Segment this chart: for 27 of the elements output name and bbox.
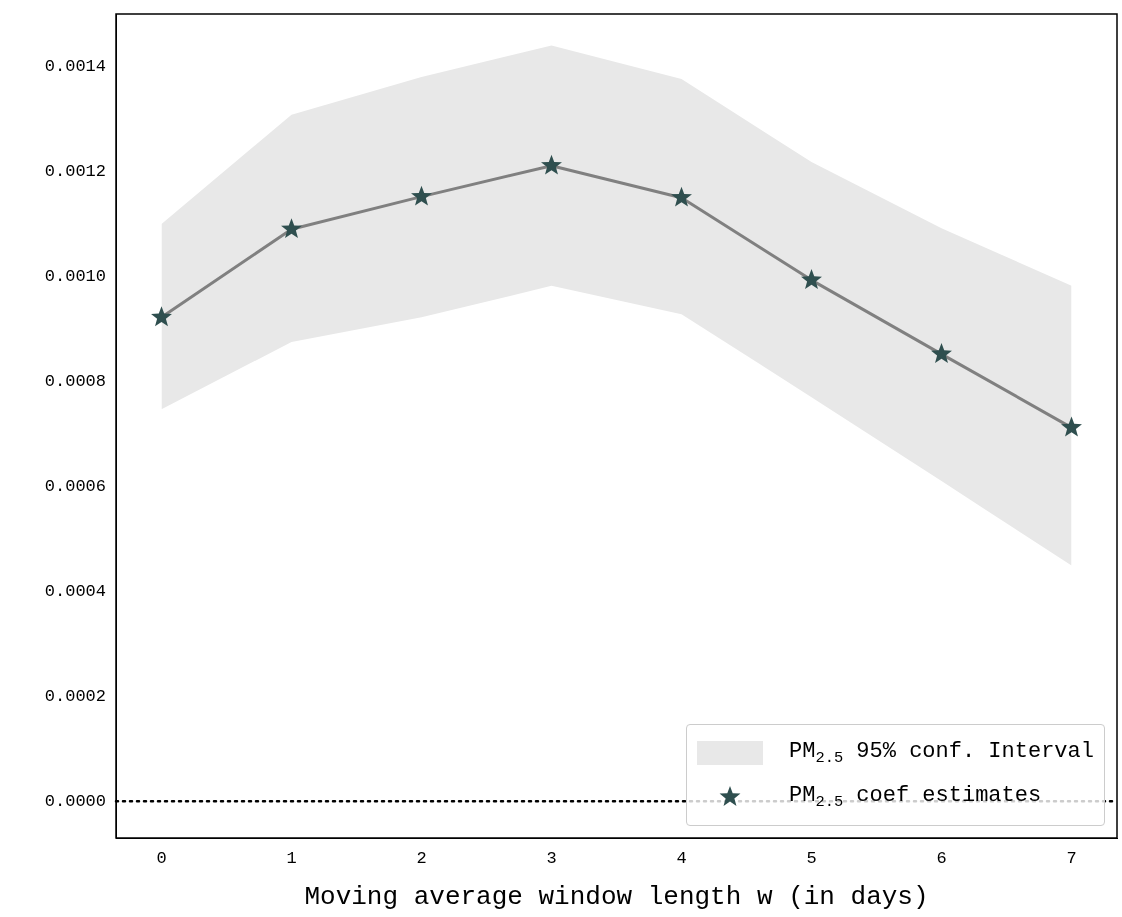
x-tick-label: 4 xyxy=(676,848,687,868)
y-tick-label: 0.0002 xyxy=(44,686,106,706)
y-tick-label: 0.0004 xyxy=(44,581,106,601)
x-tick-label: 7 xyxy=(1066,848,1077,868)
point xyxy=(541,154,562,175)
x-tick-label: 0 xyxy=(156,848,167,868)
point xyxy=(1061,416,1082,437)
x-tick-label: 3 xyxy=(546,848,557,868)
y-tick-label: 0.0008 xyxy=(44,371,106,391)
x-tick-label: 2 xyxy=(416,848,427,868)
point xyxy=(281,218,302,239)
point xyxy=(151,306,172,327)
y-tick-label: 0.0000 xyxy=(44,791,106,811)
y-tick-label: 0.0010 xyxy=(44,266,106,286)
y-tick-label: 0.0006 xyxy=(44,476,106,496)
x-tick-label: 6 xyxy=(936,848,947,868)
point xyxy=(801,269,822,289)
point xyxy=(671,186,692,207)
x-tick-label: 5 xyxy=(806,848,817,868)
legend-label: PM$_{2.5}$ coef estimates xyxy=(789,782,1042,812)
legend-label: PM$_{2.5}$ 95% conf. Interval xyxy=(789,738,1094,768)
x-axis-title: Moving average window length w (in days) xyxy=(304,882,929,913)
point xyxy=(931,343,952,363)
y-tick-label: 0.0012 xyxy=(44,161,106,181)
x-tick-label: 1 xyxy=(286,848,297,868)
y-tick-label: 0.0014 xyxy=(44,56,106,76)
point xyxy=(411,185,432,206)
